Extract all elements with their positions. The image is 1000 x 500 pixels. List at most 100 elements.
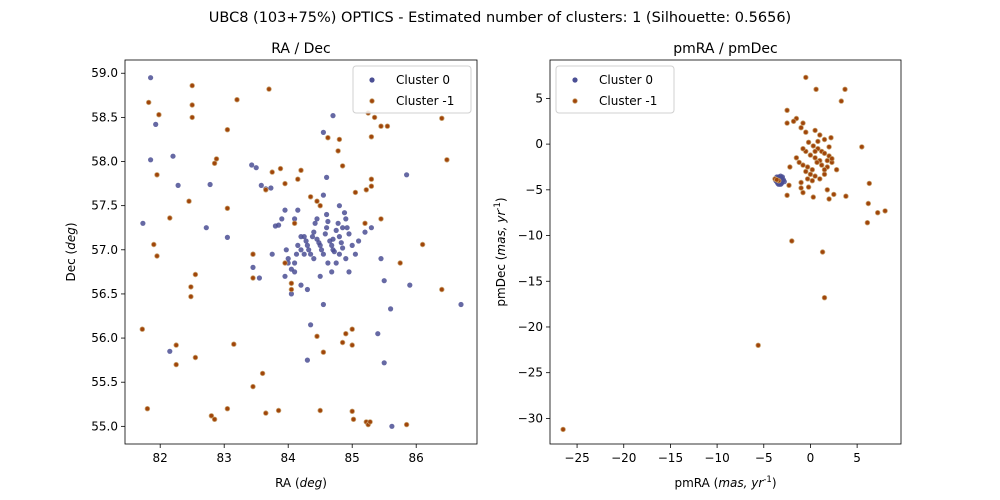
noise-point <box>156 111 162 118</box>
y-tick-label: 57.5 <box>91 199 118 213</box>
noise-point <box>813 86 819 92</box>
noise-point <box>796 159 802 166</box>
y-tick-label: 56.5 <box>91 287 118 301</box>
cluster-0-point <box>381 278 387 284</box>
cluster-0-point <box>320 192 326 198</box>
noise-point <box>188 293 194 300</box>
y-tick-label: −10 <box>518 229 543 243</box>
noise-point <box>250 383 256 390</box>
noise-point <box>789 238 795 244</box>
noise-point <box>798 179 804 186</box>
cluster-0-point <box>338 240 344 246</box>
noise-point <box>320 349 327 355</box>
noise-point <box>275 407 282 414</box>
noise-point <box>842 86 848 92</box>
x-tick-label: −20 <box>611 451 636 465</box>
noise-point <box>560 426 566 433</box>
noise-point <box>809 166 815 173</box>
legend-marker <box>572 77 578 83</box>
noise-point <box>805 139 812 145</box>
noise-point <box>800 162 806 168</box>
cluster-0-point <box>311 256 317 262</box>
cluster-0-point <box>330 113 336 119</box>
x-axis-label: pmRA (mas, yr-1) <box>674 475 776 490</box>
noise-point <box>812 173 818 179</box>
noise-point <box>211 416 218 422</box>
noise-point <box>810 143 816 149</box>
noise-point <box>211 160 218 166</box>
cluster-0-point <box>325 218 331 225</box>
noise-point <box>755 342 761 348</box>
legend-box <box>352 65 472 114</box>
noise-point <box>224 126 231 133</box>
noise-point <box>807 152 814 158</box>
y-tick-label: −15 <box>518 274 543 288</box>
noise-point <box>819 162 825 168</box>
cluster-0-point <box>292 216 298 222</box>
noise-point <box>812 148 818 155</box>
noise-point <box>821 295 828 301</box>
noise-point <box>865 200 871 207</box>
cluster-0-point <box>207 181 213 188</box>
noise-point <box>189 114 195 121</box>
y-tick-label: 55.0 <box>91 419 118 433</box>
cluster-0-point <box>317 242 323 248</box>
cluster-0-point <box>148 157 154 163</box>
noise-point <box>317 202 323 209</box>
noise-point <box>838 98 844 104</box>
noise-point <box>335 148 341 154</box>
cluster-0-point <box>311 229 317 235</box>
noise-point <box>784 192 790 198</box>
noise-point <box>378 216 384 222</box>
legend: Cluster 0 Cluster -1 <box>352 65 472 114</box>
noise-point <box>824 187 830 193</box>
noise-point <box>282 180 288 187</box>
noise-point <box>154 253 160 259</box>
noise-point <box>828 134 834 141</box>
noise-point <box>803 74 809 81</box>
cluster-0-point <box>349 242 355 248</box>
noise-point <box>336 136 343 143</box>
noise-point <box>224 205 231 211</box>
cluster-0-point <box>346 269 352 275</box>
noise-point <box>843 193 849 199</box>
cluster-0-point <box>301 251 307 257</box>
x-tick-label: −25 <box>564 451 589 465</box>
noise-point <box>798 185 804 191</box>
noise-point <box>189 82 195 89</box>
cluster-0-point <box>333 227 339 233</box>
cluster-0-point <box>389 423 395 429</box>
noise-point <box>824 157 830 164</box>
cluster-0-point <box>295 242 301 248</box>
noise-point <box>144 406 151 412</box>
cluster-0-point <box>324 174 330 180</box>
noise-point <box>371 114 378 121</box>
noise-point <box>295 176 301 182</box>
noise-point <box>368 134 375 140</box>
cluster-0-point <box>378 256 384 262</box>
x-tick-label: 83 <box>217 451 232 465</box>
y-tick-label: 59.0 <box>91 66 118 80</box>
cluster-0-point <box>308 251 314 257</box>
noise-point <box>787 164 793 170</box>
cluster-0-point <box>322 231 328 237</box>
cluster-0-point <box>298 282 304 288</box>
noise-point <box>810 194 816 200</box>
cluster-0-point <box>324 225 330 231</box>
panel-2: pmRA / pmDec −25 −20 −15 −10 −5 0 5 −30 −25 −20 −15… <box>493 41 902 490</box>
noise-point <box>349 342 355 348</box>
noise-point <box>362 220 368 226</box>
noise-point <box>259 370 266 377</box>
x-tick-label: 85 <box>345 451 360 465</box>
cluster-0-point <box>153 121 159 127</box>
noise-point <box>224 406 231 412</box>
cluster-0-point <box>458 301 464 308</box>
legend-entry-label: Cluster -1 <box>396 94 454 108</box>
noise-point <box>186 198 192 204</box>
cluster-0-point <box>362 229 368 235</box>
noise-point <box>145 99 152 106</box>
legend: Cluster 0 Cluster -1 <box>555 65 675 114</box>
noise-point <box>349 408 355 414</box>
noise-point <box>817 176 823 182</box>
cluster-0-point <box>346 231 352 237</box>
